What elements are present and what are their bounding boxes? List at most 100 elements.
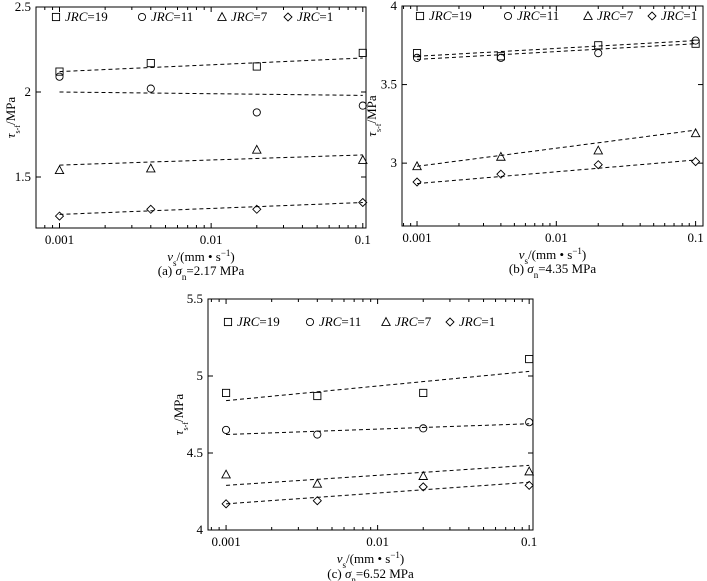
x-tick-label: 0.01 — [545, 230, 568, 245]
data-point-triangle — [412, 160, 422, 171]
fit-line-jrc-11 — [417, 43, 696, 60]
legend-label: JRC=7 — [597, 8, 634, 23]
y-tick-label: 1.5 — [15, 169, 31, 184]
data-point-triangle — [54, 164, 65, 175]
x-axis-label: vs/(mm • s−1) — [167, 248, 235, 268]
legend-label: JRC=7 — [395, 314, 432, 329]
data-point-diamond — [146, 204, 156, 214]
legend-label: JRC=19 — [237, 314, 280, 329]
data-point-diamond — [54, 211, 65, 221]
data-point-circle — [496, 53, 505, 62]
x-axis-label: vs/(mm • s−1) — [337, 550, 405, 570]
data-point-triangle — [251, 144, 262, 154]
y-tick-label: 2 — [25, 84, 32, 99]
data-point-circle — [358, 101, 367, 110]
data-point-triangle — [145, 163, 156, 173]
data-point-diamond — [221, 499, 231, 509]
data-point-square — [146, 59, 155, 68]
legend-marker-square — [223, 317, 233, 327]
y-tick-label: 3.5 — [381, 77, 397, 92]
data-point-square — [496, 52, 505, 61]
fit-line-jrc-19 — [417, 40, 696, 57]
fit-line-jrc-7 — [226, 464, 530, 486]
legend-marker-triangle — [381, 316, 391, 326]
data-point-circle — [412, 53, 422, 62]
data-point-circle — [419, 424, 428, 433]
data-point-square — [594, 41, 603, 50]
data-point-square — [419, 388, 428, 397]
fit-line-jrc-1 — [416, 159, 696, 185]
data-point-diamond — [690, 156, 701, 167]
data-point-square — [313, 391, 322, 401]
fit-line-jrc-1 — [226, 481, 530, 505]
data-point-diamond — [418, 482, 428, 492]
x-tick-label: 0.01 — [366, 534, 389, 549]
x-tick-label: 0.001 — [45, 232, 74, 247]
data-point-circle — [525, 418, 534, 427]
data-point-diamond — [593, 160, 603, 170]
data-point-diamond — [358, 197, 368, 208]
panel-caption: (b) σn=4.35 MPa — [509, 261, 596, 280]
data-point-circle — [222, 425, 231, 434]
x-tick-label: 0.1 — [687, 230, 703, 245]
x-tick-label: 0.1 — [355, 232, 371, 247]
chart-panel-0: 0.001 0.01 0.1 1.5 2 2.5 vs/(mm • s−1) τs-f/MPa… — [3, 0, 371, 282]
data-point-square — [412, 49, 422, 58]
legend-label: JRC=1 — [661, 8, 697, 23]
x-axis-label: vs/(mm • s−1) — [519, 246, 587, 266]
data-point-triangle — [524, 466, 535, 476]
data-point-square — [358, 48, 367, 57]
fit-line-jrc-11 — [226, 423, 530, 436]
data-point-circle — [594, 49, 603, 58]
y-tick-label: 5.5 — [187, 291, 203, 306]
legend-marker-diamond — [647, 11, 657, 21]
data-point-triangle — [690, 127, 701, 138]
data-point-square — [55, 67, 64, 76]
data-point-diamond — [312, 496, 322, 506]
y-tick-label: 3 — [391, 155, 398, 170]
y-tick-label: 2.5 — [15, 0, 31, 14]
data-point-circle — [252, 108, 261, 117]
chart-panel-1: 0.001 0.01 0.1 3 3.5 4 vs/(mm • s−1) τs-f/MPa JR… — [364, 0, 704, 280]
legend-marker-triangle — [217, 11, 227, 21]
plot-frame — [401, 5, 704, 227]
data-point-triangle — [495, 151, 506, 161]
data-point-circle — [691, 36, 700, 45]
data-point-diamond — [496, 169, 506, 179]
data-point-circle — [313, 430, 322, 439]
data-point-circle — [55, 72, 64, 81]
legend-label: JRC=7 — [231, 9, 268, 24]
y-axis-label: τs-f/MPa — [3, 97, 22, 139]
data-point-triangle — [221, 469, 232, 479]
legend-label: JRC=1 — [297, 9, 333, 24]
data-point-diamond — [524, 480, 534, 490]
data-point-square — [222, 388, 231, 397]
data-point-triangle — [357, 154, 368, 164]
x-tick-label: 0.01 — [200, 232, 223, 247]
data-point-square — [525, 355, 534, 364]
x-tick-label: 0.001 — [402, 230, 431, 245]
fit-line-jrc-19 — [59, 57, 363, 73]
legend-marker-square — [51, 12, 61, 22]
fit-line-jrc-11 — [59, 91, 363, 96]
data-point-triangle — [312, 478, 323, 488]
data-point-triangle — [418, 470, 429, 480]
legend-marker-circle — [503, 11, 513, 21]
legend-marker-triangle — [583, 10, 593, 20]
data-point-triangle — [593, 145, 604, 155]
y-tick-label: 4 — [197, 522, 204, 537]
legend-label: JRC=19 — [429, 8, 472, 23]
legend-label: JRC=11 — [319, 314, 361, 329]
data-point-square — [252, 62, 261, 71]
legend-label: JRC=11 — [517, 8, 559, 23]
legend-label: JRC=19 — [65, 9, 108, 24]
legend-marker-circle — [137, 12, 147, 22]
legend-marker-diamond — [283, 12, 293, 22]
legend-marker-circle — [305, 317, 315, 327]
data-point-diamond — [412, 177, 422, 187]
x-tick-label: 0.1 — [521, 534, 537, 549]
fit-line-jrc-19 — [226, 370, 530, 402]
y-tick-label: 5 — [197, 368, 204, 383]
legend-marker-diamond — [445, 317, 455, 327]
